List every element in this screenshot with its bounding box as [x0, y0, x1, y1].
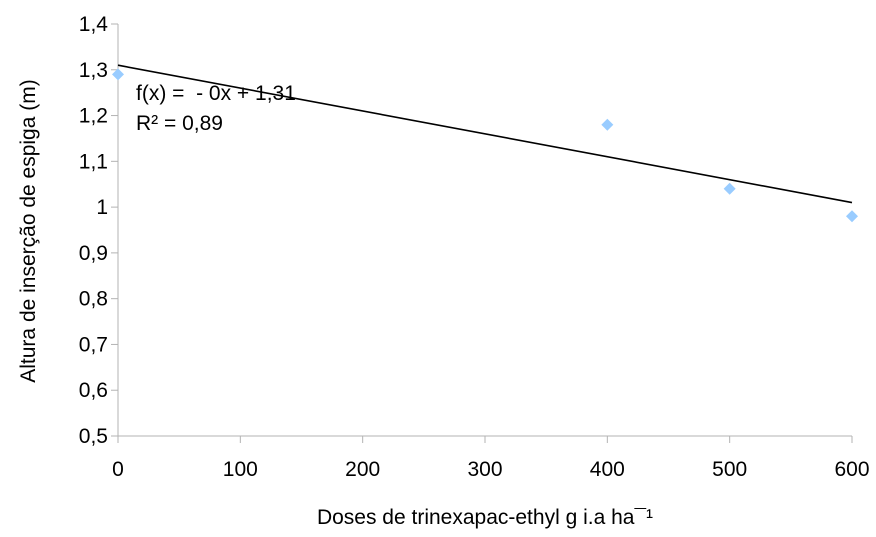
y-tick-label: 0,8 — [79, 288, 108, 311]
x-axis-title: Doses de trinexapac-ethyl g i.a ha¯¹ — [317, 506, 653, 529]
data-point — [723, 182, 736, 195]
y-tick-label: 1 — [96, 196, 108, 219]
y-tick-label: 1,2 — [79, 105, 108, 128]
y-tick-label: 0,9 — [79, 242, 108, 265]
data-point — [601, 118, 614, 131]
y-tick-label: 0,5 — [79, 425, 108, 448]
y-tick-label: 1,1 — [79, 150, 108, 173]
x-tick-label: 300 — [467, 458, 502, 481]
x-tick-label: 200 — [345, 458, 380, 481]
x-tick-label: 0 — [112, 458, 124, 481]
y-tick-label: 1,3 — [79, 59, 108, 82]
trendline-group — [117, 64, 853, 204]
trendline-r-squared: R² = 0,89 — [136, 112, 223, 135]
y-tick-label: 0,7 — [79, 333, 108, 356]
x-tick-label: 400 — [590, 458, 625, 481]
x-tick-label: 500 — [712, 458, 747, 481]
x-tick-label: 100 — [223, 458, 258, 481]
y-ticks: 0,5 0,6 0,7 0,8 0,9 1 1,1 1,2 1,3 1,4 — [79, 13, 118, 448]
data-point — [846, 210, 858, 223]
data-points — [112, 68, 858, 223]
trendline-equation: f(x) = - 0x + 1,31 — [136, 82, 296, 105]
x-ticks: 0 100 200 300 400 500 600 — [112, 436, 870, 481]
y-axis-title: Altura de inserção de espiga (m) — [17, 79, 40, 383]
x-tick-label: 600 — [834, 458, 869, 481]
data-point — [112, 68, 124, 81]
y-tick-label: 0,6 — [79, 379, 108, 402]
y-tick-label: 1,4 — [79, 13, 109, 36]
trendline — [117, 64, 853, 204]
